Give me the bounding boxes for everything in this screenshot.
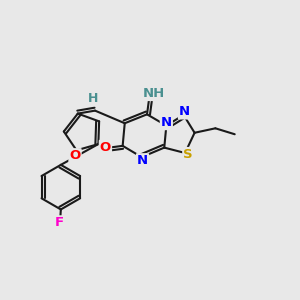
Text: O: O: [69, 149, 81, 162]
Text: S: S: [183, 148, 193, 161]
Text: N: N: [137, 154, 148, 167]
Text: N: N: [179, 106, 190, 118]
Text: F: F: [55, 216, 64, 229]
Text: H: H: [88, 92, 99, 105]
Text: O: O: [100, 141, 111, 154]
Text: NH: NH: [143, 87, 165, 100]
Text: N: N: [161, 116, 172, 129]
